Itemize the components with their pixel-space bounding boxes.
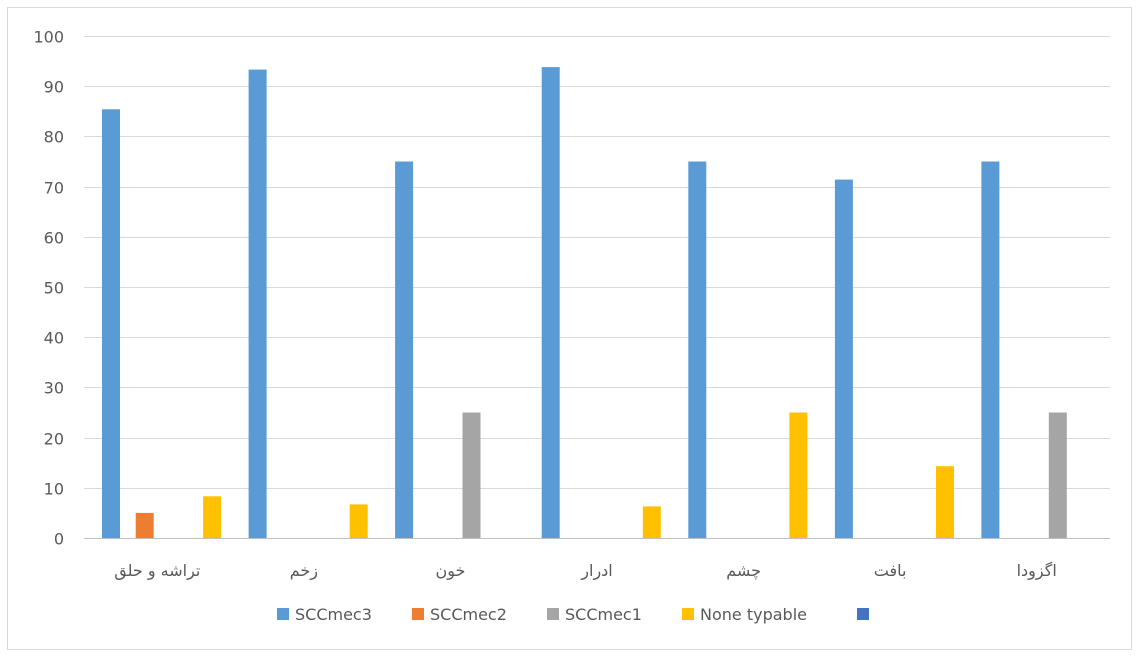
legend-label: SCCmec2	[430, 605, 507, 624]
bar-sccmec3	[541, 67, 560, 538]
y-tick-label: 90	[44, 78, 64, 97]
x-category-label: اگزودا	[1017, 561, 1057, 581]
legend-item	[857, 608, 869, 620]
bar-sccmec2	[135, 512, 154, 538]
legend-swatch	[857, 608, 869, 620]
bar-sccmec3	[248, 69, 267, 538]
bar-none-typable	[789, 412, 808, 538]
y-tick-label: 20	[44, 430, 64, 449]
bars	[102, 67, 1067, 539]
bar-none-typable	[203, 496, 222, 538]
x-category-label: ادرار	[580, 561, 612, 581]
y-tick-label: 80	[44, 128, 64, 147]
bar-sccmec3	[981, 161, 1000, 538]
y-tick-label: 10	[44, 480, 64, 499]
y-tick-label: 60	[44, 229, 64, 248]
legend: SCCmec3 SCCmec2 SCCmec1 None typable	[277, 605, 869, 624]
bar-sccmec3	[395, 161, 414, 538]
legend-label: None typable	[700, 605, 807, 624]
legend-item: SCCmec1	[547, 605, 642, 624]
legend-label: SCCmec1	[565, 605, 642, 624]
bar-none-typable	[642, 506, 661, 538]
x-category-label: خون	[435, 561, 465, 581]
x-category-label: تراشه و حلق	[114, 561, 200, 581]
legend-swatch	[277, 608, 289, 620]
bar-sccmec1	[1048, 412, 1067, 538]
bar-none-typable	[936, 466, 954, 538]
bar-sccmec1	[462, 412, 481, 538]
chart-frame	[7, 7, 1132, 650]
y-tick-label: 50	[44, 279, 64, 298]
y-tick-label: 0	[54, 530, 64, 549]
legend-item: SCCmec3	[277, 605, 372, 624]
bar-sccmec3	[834, 179, 853, 538]
legend-swatch	[547, 608, 559, 620]
legend-swatch	[412, 608, 424, 620]
bar-none-typable	[349, 504, 368, 538]
y-tick-label: 40	[44, 329, 64, 348]
y-tick-label: 30	[44, 379, 64, 398]
x-axis-category-labels: تراشه و حلق زخم خون ادرار چشم بافت اگزودا	[114, 561, 1057, 581]
y-axis-tick-labels: 0 10 20 30 40 50 60 70 80 90 100	[33, 28, 64, 549]
legend-label: SCCmec3	[295, 605, 372, 624]
bar-sccmec3	[688, 161, 707, 538]
legend-item: SCCmec2	[412, 605, 507, 624]
x-category-label: بافت	[874, 561, 907, 580]
y-tick-label: 100	[33, 28, 64, 47]
x-category-label: چشم	[726, 561, 761, 580]
legend-swatch	[682, 608, 694, 620]
legend-item: None typable	[682, 605, 807, 624]
x-category-label: زخم	[290, 561, 318, 581]
bar-sccmec3	[102, 109, 120, 539]
y-tick-label: 70	[44, 179, 64, 198]
